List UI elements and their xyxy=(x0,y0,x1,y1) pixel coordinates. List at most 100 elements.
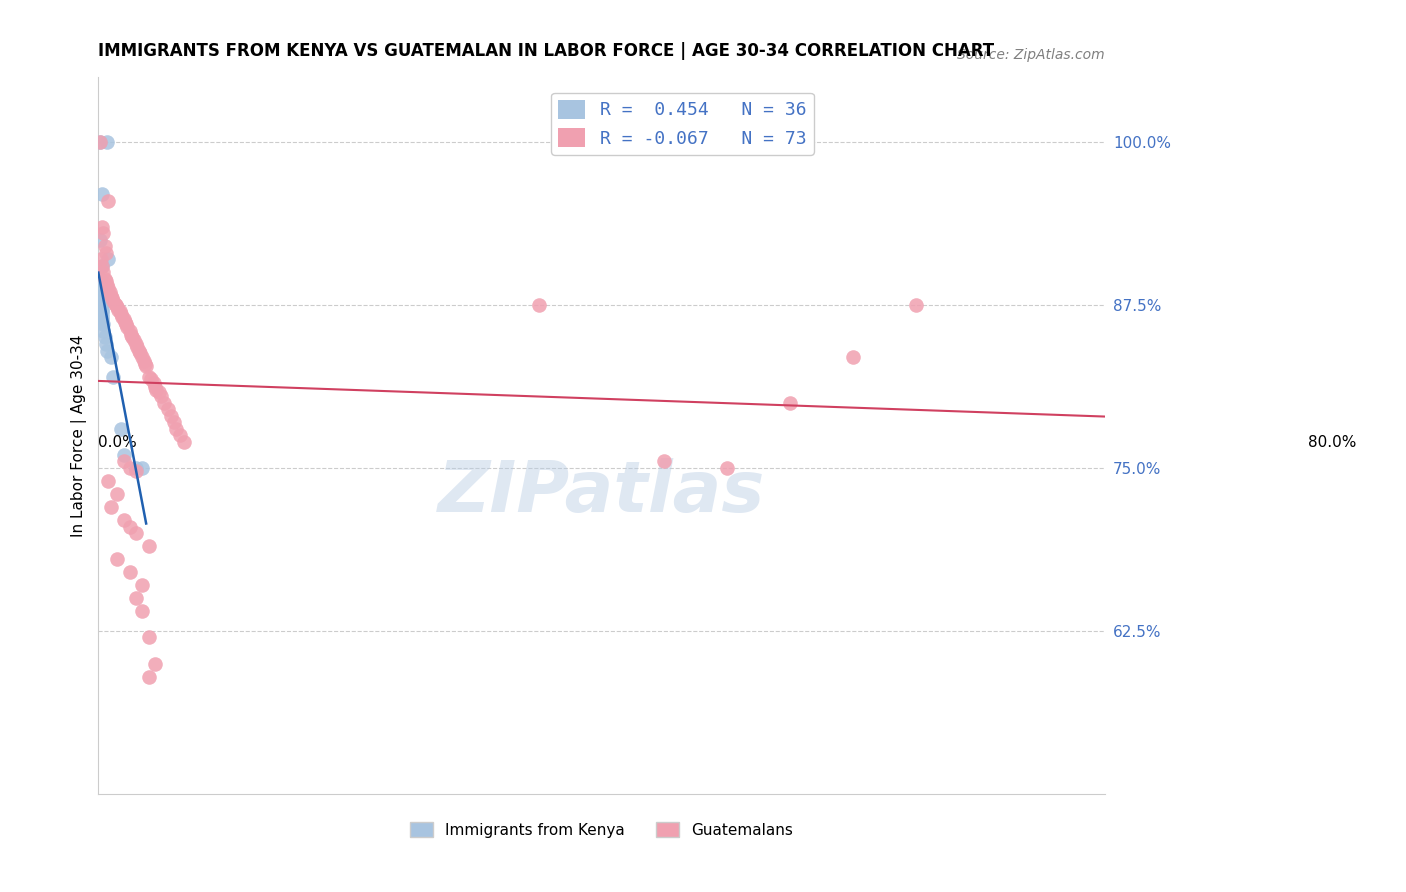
Point xyxy=(108,304,131,318)
Point xyxy=(131,461,153,475)
Point xyxy=(152,395,174,409)
Point xyxy=(122,333,145,347)
Point xyxy=(127,340,149,354)
Point xyxy=(103,293,125,308)
Point xyxy=(107,303,129,318)
Point xyxy=(103,369,125,384)
Point xyxy=(93,265,115,279)
Point xyxy=(91,307,114,321)
Point xyxy=(96,278,118,293)
Point xyxy=(904,298,927,312)
Point xyxy=(138,539,160,553)
Point xyxy=(118,324,141,338)
Point xyxy=(169,428,191,442)
Point xyxy=(94,337,117,351)
Point xyxy=(89,286,111,301)
Point xyxy=(91,219,114,234)
Point xyxy=(125,337,148,351)
Point xyxy=(128,346,150,360)
Point xyxy=(716,461,738,475)
Point xyxy=(90,301,112,316)
Text: Source: ZipAtlas.com: Source: ZipAtlas.com xyxy=(957,48,1105,62)
Point xyxy=(145,383,167,397)
Point xyxy=(91,315,114,329)
Legend: Immigrants from Kenya, Guatemalans: Immigrants from Kenya, Guatemalans xyxy=(404,815,799,844)
Point xyxy=(105,552,128,566)
Point xyxy=(111,310,134,324)
Point xyxy=(90,296,112,310)
Text: 80.0%: 80.0% xyxy=(1308,435,1355,450)
Point xyxy=(134,357,156,371)
Point xyxy=(156,402,179,417)
Point xyxy=(779,395,801,409)
Point xyxy=(93,330,115,344)
Point xyxy=(89,233,111,247)
Point xyxy=(89,278,111,293)
Point xyxy=(115,318,138,332)
Point xyxy=(652,454,675,468)
Point xyxy=(138,369,160,384)
Point xyxy=(135,359,157,374)
Point xyxy=(89,135,111,149)
Point xyxy=(125,463,148,477)
Point xyxy=(112,448,135,462)
Point xyxy=(91,259,114,273)
Point xyxy=(142,376,165,391)
Point xyxy=(110,422,132,436)
Point xyxy=(112,513,135,527)
Point xyxy=(163,415,186,429)
Point xyxy=(94,245,117,260)
Point xyxy=(128,343,150,358)
Point xyxy=(89,284,111,298)
Point xyxy=(118,519,141,533)
Text: ZIPatlas: ZIPatlas xyxy=(437,458,765,527)
Point xyxy=(89,272,111,286)
Point xyxy=(160,409,183,423)
Point xyxy=(112,454,135,468)
Point xyxy=(173,434,195,449)
Point xyxy=(94,274,117,288)
Point xyxy=(93,239,115,253)
Point xyxy=(101,291,124,305)
Point xyxy=(90,298,112,312)
Point xyxy=(125,591,148,606)
Point xyxy=(110,307,132,321)
Point xyxy=(97,281,120,295)
Point xyxy=(125,526,148,541)
Point xyxy=(91,312,114,326)
Y-axis label: In Labor Force | Age 30-34: In Labor Force | Age 30-34 xyxy=(72,334,87,537)
Point xyxy=(104,298,127,312)
Point xyxy=(117,320,139,334)
Point xyxy=(138,670,160,684)
Point xyxy=(91,303,114,318)
Point xyxy=(150,389,173,403)
Point xyxy=(90,252,112,267)
Text: 0.0%: 0.0% xyxy=(98,435,138,450)
Point xyxy=(104,296,127,310)
Point xyxy=(118,566,141,580)
Point xyxy=(105,301,128,315)
Point xyxy=(131,604,153,618)
Point xyxy=(100,350,122,364)
Point xyxy=(90,289,112,303)
Point xyxy=(105,487,128,501)
Point xyxy=(141,372,163,386)
Point xyxy=(91,259,114,273)
Point xyxy=(93,324,115,338)
Point xyxy=(89,135,111,149)
Point xyxy=(842,350,865,364)
Point xyxy=(93,318,115,332)
Point xyxy=(165,422,187,436)
Point xyxy=(131,350,153,364)
Point xyxy=(100,500,122,514)
Point xyxy=(90,291,112,305)
Point xyxy=(93,226,115,240)
Point xyxy=(100,289,122,303)
Point xyxy=(91,310,114,324)
Point xyxy=(143,657,166,671)
Point xyxy=(91,304,114,318)
Point xyxy=(112,312,135,326)
Point xyxy=(118,461,141,475)
Point xyxy=(97,194,120,208)
Point xyxy=(89,276,111,290)
